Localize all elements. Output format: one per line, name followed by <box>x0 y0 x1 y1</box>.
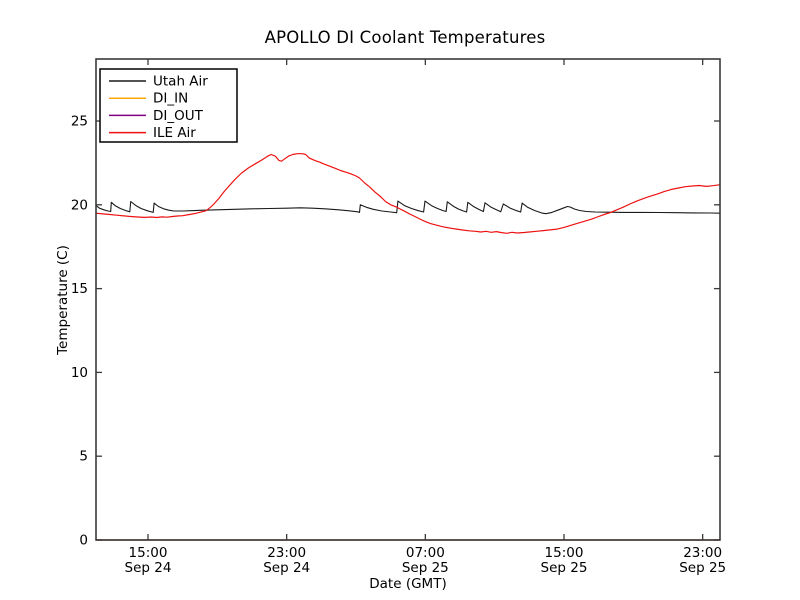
series-line-ile-air <box>95 153 721 234</box>
chart-title: APOLLO DI Coolant Temperatures <box>265 28 546 47</box>
x-tick-label-date: Sep 25 <box>402 560 449 576</box>
x-tick-label-time: 07:00 <box>406 545 445 561</box>
y-tick-label: 25 <box>71 114 88 130</box>
x-tick-label-date: Sep 25 <box>541 560 588 576</box>
legend-label-di-out: DI_OUT <box>153 108 204 124</box>
series-line-utah-air <box>95 200 721 215</box>
y-tick-label: 15 <box>71 281 88 297</box>
x-tick-label-date: Sep 24 <box>263 560 310 576</box>
x-tick-label-time: 15:00 <box>129 545 168 561</box>
x-tick-label-time: 23:00 <box>267 545 306 561</box>
y-axis-label: Temperature (C) <box>55 245 71 356</box>
x-tick-label-time: 15:00 <box>545 545 584 561</box>
y-tick-label: 0 <box>79 533 88 549</box>
x-axis-label: Date (GMT) <box>369 576 446 592</box>
x-tick-label-date: Sep 24 <box>125 560 172 576</box>
legend-label-di-in: DI_IN <box>153 91 188 107</box>
legend-label-ile-air: ILE Air <box>153 125 196 141</box>
y-tick-label: 5 <box>79 449 88 465</box>
plot-frame <box>95 58 721 541</box>
x-tick-label-date: Sep 25 <box>679 560 726 576</box>
legend-label-utah-air: Utah Air <box>153 74 208 90</box>
y-tick-label: 10 <box>71 365 88 381</box>
x-tick-label-time: 23:00 <box>683 545 722 561</box>
y-tick-label: 20 <box>71 197 88 213</box>
